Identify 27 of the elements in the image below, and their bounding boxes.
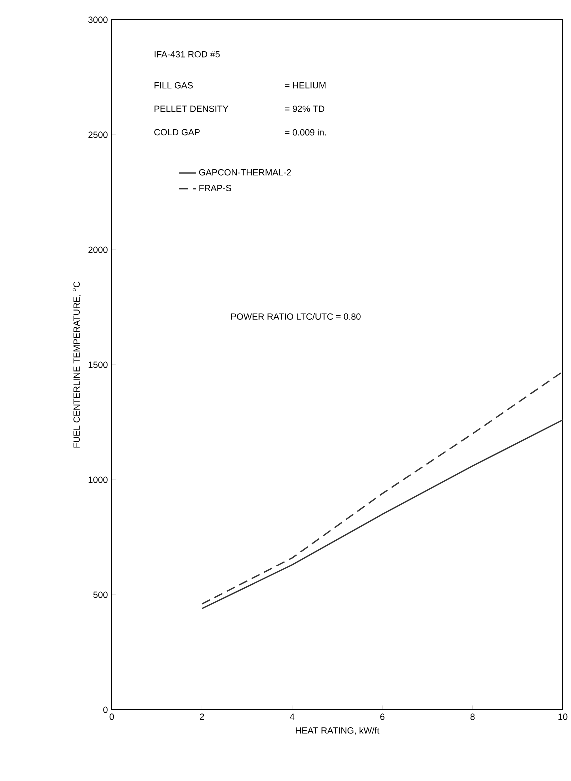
annotation: POWER RATIO LTC/UTC = 0.80 <box>231 313 361 320</box>
y-tick-label: 3000 <box>88 16 108 24</box>
x-axis-title: HEAT RATING, kW/ft <box>296 727 380 735</box>
legend-label: FRAP-S <box>200 185 232 192</box>
annotation: FILL GAS <box>154 82 194 89</box>
annotation: = 92% TD <box>285 106 325 112</box>
y-tick-label: 500 <box>94 592 108 598</box>
y-tick-label: 1500 <box>88 362 108 368</box>
x-tick-label: 0 <box>110 714 114 720</box>
y-tick-label: 0 <box>104 706 108 714</box>
line-series <box>202 371 564 605</box>
y-tick-label: 2000 <box>88 246 108 254</box>
y-tick-label: 2500 <box>88 132 108 138</box>
y-axis-title: FUEL CENTERLINE TEMPERATURE, $^{o}$C <box>72 282 82 448</box>
line-series <box>202 420 564 610</box>
annotation: PELLET DENSITY <box>154 106 229 112</box>
annotation: = 0.009 in. <box>285 129 326 136</box>
annotation: IFA-431 ROD #5 <box>154 51 220 58</box>
x-tick-label: 8 <box>470 714 475 720</box>
legend-label: GAPCON-THERMAL-2 <box>199 169 292 176</box>
x-tick-label: 6 <box>380 714 385 720</box>
annotation: COLD GAP <box>154 129 200 136</box>
x-tick-label: 10 <box>558 714 568 720</box>
annotation: = HELIUM <box>285 82 326 89</box>
x-tick-label: 2 <box>200 714 204 720</box>
y-tick-label: 1000 <box>88 476 108 484</box>
x-tick-label: 4 <box>290 714 295 720</box>
